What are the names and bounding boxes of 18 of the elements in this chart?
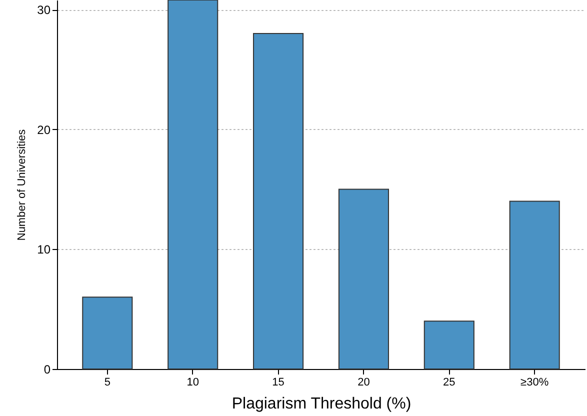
bar [338,188,389,370]
bar [253,33,304,370]
bar [82,296,133,370]
y-tick-label: 20 [37,122,51,137]
x-tick-label: 10 [186,376,199,388]
y-tick-label: 10 [37,242,51,257]
x-tick-label: 25 [443,376,456,388]
bar [509,200,560,370]
x-tick-label: 15 [272,376,284,388]
y-axis-title: Number of Universities [16,128,28,241]
x-tick-label: 5 [104,376,110,388]
x-axis-title: Plagiarism Threshold (%) [232,396,412,412]
y-tick-label: 30 [37,3,51,18]
x-tick-label: 20 [358,376,370,388]
bar [168,0,218,370]
x-tick-label: ≥30% [520,376,549,388]
y-tick-label: 0 [44,362,51,376]
bar [424,320,474,370]
